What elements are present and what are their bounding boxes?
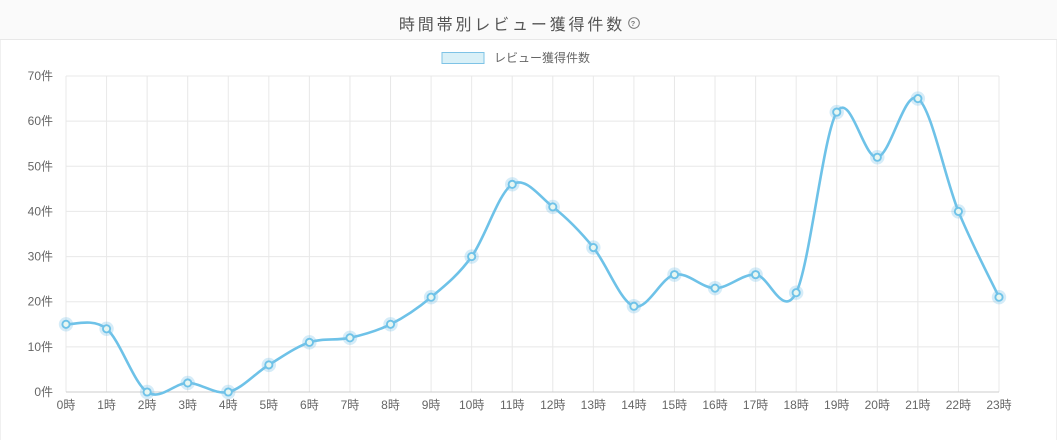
svg-text:2時: 2時 bbox=[138, 398, 157, 412]
svg-text:16時: 16時 bbox=[702, 398, 727, 412]
svg-text:1時: 1時 bbox=[97, 398, 116, 412]
svg-text:13時: 13時 bbox=[581, 398, 606, 412]
svg-text:4時: 4時 bbox=[219, 398, 238, 412]
svg-text:0時: 0時 bbox=[57, 398, 76, 412]
svg-text:40件: 40件 bbox=[28, 204, 53, 218]
svg-text:7時: 7時 bbox=[341, 398, 360, 412]
svg-text:10件: 10件 bbox=[28, 340, 53, 354]
svg-text:19時: 19時 bbox=[824, 398, 849, 412]
svg-text:30件: 30件 bbox=[28, 250, 53, 264]
svg-text:23時: 23時 bbox=[986, 398, 1011, 412]
svg-text:8時: 8時 bbox=[381, 398, 400, 412]
svg-text:18時: 18時 bbox=[783, 398, 808, 412]
svg-text:9時: 9時 bbox=[422, 398, 441, 412]
svg-text:5時: 5時 bbox=[259, 398, 278, 412]
svg-text:21時: 21時 bbox=[905, 398, 930, 412]
svg-text:12時: 12時 bbox=[540, 398, 565, 412]
svg-text:70件: 70件 bbox=[28, 69, 53, 83]
svg-text:?: ? bbox=[631, 19, 638, 28]
svg-text:15時: 15時 bbox=[662, 398, 687, 412]
svg-text:11時: 11時 bbox=[500, 398, 524, 412]
svg-text:0件: 0件 bbox=[34, 385, 53, 399]
svg-text:3時: 3時 bbox=[178, 398, 197, 412]
svg-text:20時: 20時 bbox=[865, 398, 890, 412]
svg-text:17時: 17時 bbox=[743, 398, 768, 412]
svg-text:60件: 60件 bbox=[28, 114, 53, 128]
svg-text:10時: 10時 bbox=[459, 398, 484, 412]
svg-text:50件: 50件 bbox=[28, 159, 53, 173]
svg-text:22時: 22時 bbox=[946, 398, 971, 412]
svg-text:14時: 14時 bbox=[621, 398, 646, 412]
svg-text:20件: 20件 bbox=[28, 295, 53, 309]
svg-text:6時: 6時 bbox=[300, 398, 319, 412]
